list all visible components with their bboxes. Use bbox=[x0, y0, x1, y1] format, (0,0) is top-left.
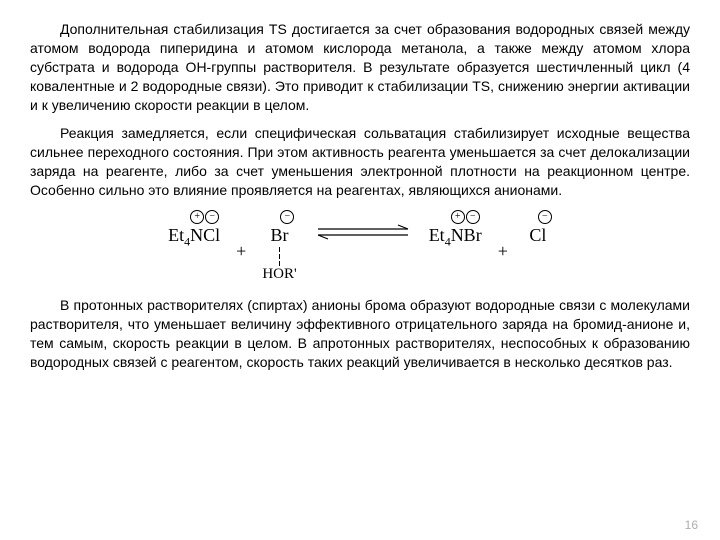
arrow-icon bbox=[313, 222, 413, 242]
charge-plus-icon: + bbox=[190, 210, 204, 224]
page-number: 16 bbox=[685, 518, 698, 532]
equation-row: + − Et4NCl + − Br HOR' bbox=[30, 210, 690, 282]
paragraph-1: Дополнительная стабилизация TS достигает… bbox=[30, 20, 690, 114]
molecule-et4ncl: + − Et4NCl bbox=[168, 210, 220, 248]
equilibrium-arrow bbox=[313, 222, 413, 242]
formula-et4ncl: Et4NCl bbox=[168, 226, 220, 248]
formula-br: Br bbox=[271, 226, 289, 244]
charges-br: − bbox=[280, 210, 294, 224]
charge-minus-icon: − bbox=[205, 210, 219, 224]
molecule-br: − Br HOR' bbox=[262, 210, 296, 282]
formula-hor: HOR' bbox=[262, 267, 296, 282]
formula-et4nbr: Et4NBr bbox=[429, 226, 482, 248]
charge-minus-icon: − bbox=[466, 210, 480, 224]
formula-cl: Cl bbox=[529, 226, 546, 244]
charge-plus-icon: + bbox=[451, 210, 465, 224]
plus-2: + bbox=[498, 241, 508, 262]
charge-minus-icon: − bbox=[538, 210, 552, 224]
charges-et4ncl: + − bbox=[190, 210, 219, 224]
charge-minus-icon: − bbox=[280, 210, 294, 224]
molecule-et4nbr: + − Et4NBr bbox=[429, 210, 482, 248]
charges-et4nbr: + − bbox=[451, 210, 480, 224]
paragraph-2: Реакция замедляется, если специфическая … bbox=[30, 124, 690, 200]
paragraph-3: В протонных растворителях (спиртах) анио… bbox=[30, 296, 690, 372]
molecule-cl: − Cl bbox=[524, 210, 552, 244]
hbond-dash bbox=[279, 246, 280, 267]
charges-cl: − bbox=[538, 210, 552, 224]
page-container: Дополнительная стабилизация TS достигает… bbox=[0, 0, 720, 392]
plus-1: + bbox=[236, 241, 246, 262]
